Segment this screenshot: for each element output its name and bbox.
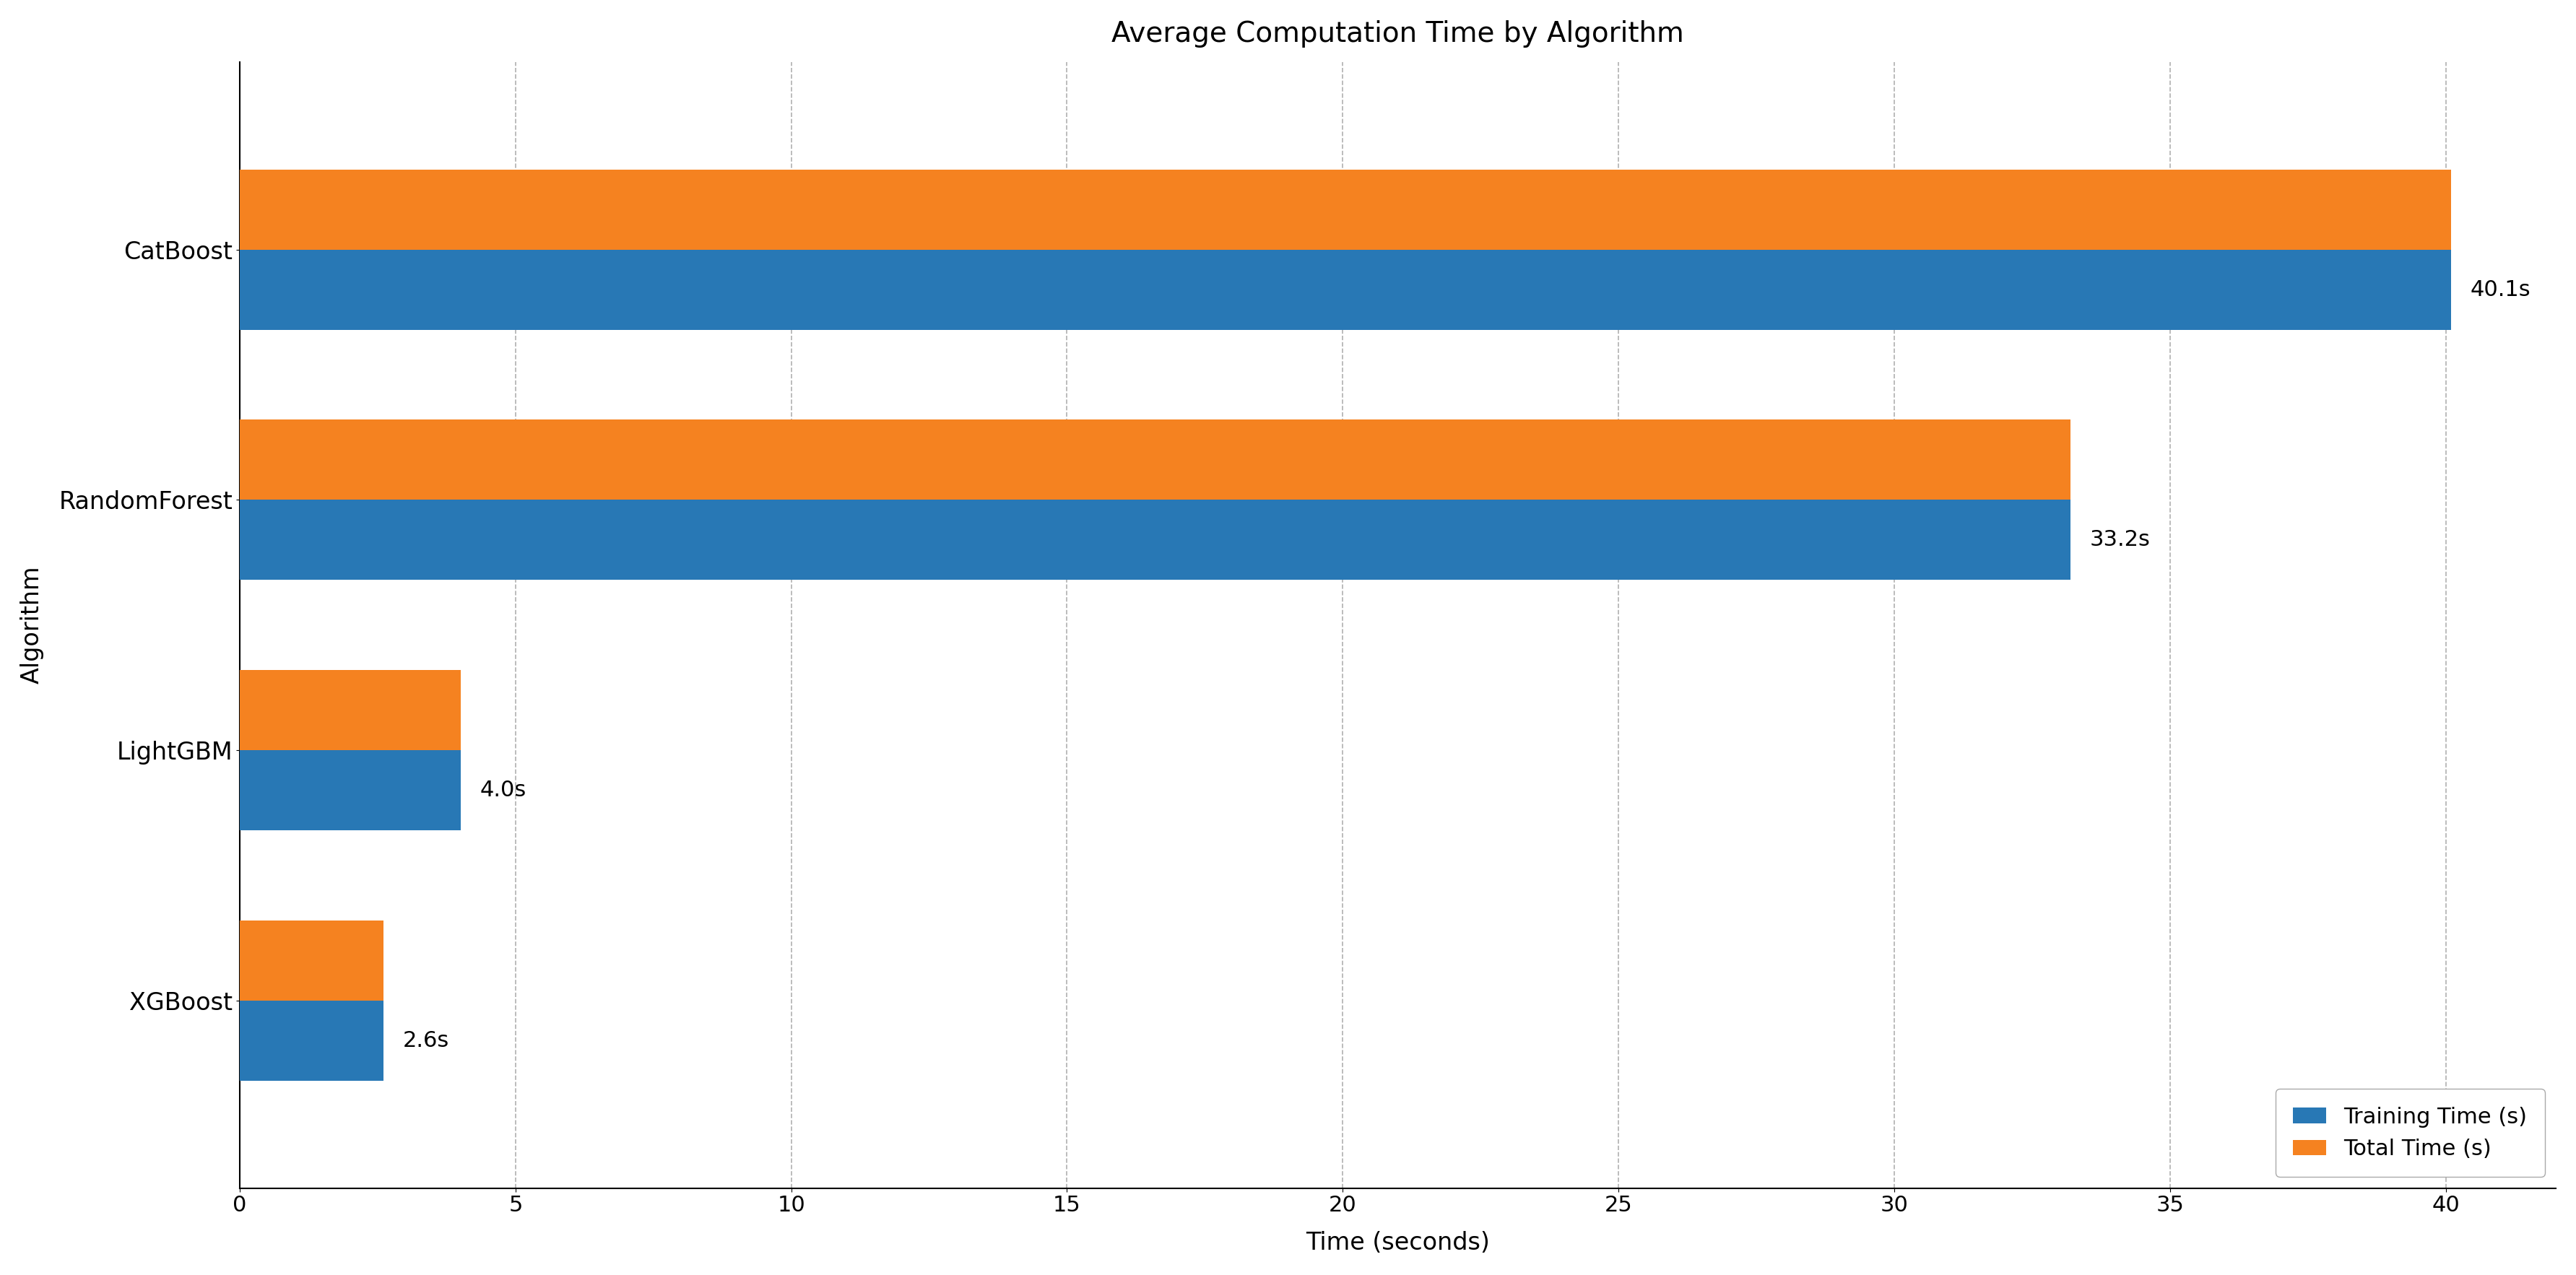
Bar — [240, 921, 384, 1001]
Bar — [240, 250, 2452, 330]
Bar — [240, 750, 461, 830]
Title: Average Computation Time by Algorithm: Average Computation Time by Algorithm — [1113, 20, 1685, 47]
Text: 4.0s: 4.0s — [479, 780, 526, 801]
Bar — [240, 419, 2071, 500]
Bar — [240, 1001, 384, 1080]
Text: 2.6s: 2.6s — [402, 1030, 448, 1051]
Text: 33.2s: 33.2s — [2089, 529, 2151, 551]
Y-axis label: Algorithm: Algorithm — [21, 566, 44, 683]
Bar — [240, 500, 2071, 580]
Bar — [240, 669, 461, 750]
X-axis label: Time (seconds): Time (seconds) — [1306, 1232, 1489, 1255]
Text: 40.1s: 40.1s — [2470, 279, 2530, 300]
Legend: Training Time (s), Total Time (s): Training Time (s), Total Time (s) — [2275, 1089, 2545, 1177]
Bar — [240, 170, 2452, 250]
